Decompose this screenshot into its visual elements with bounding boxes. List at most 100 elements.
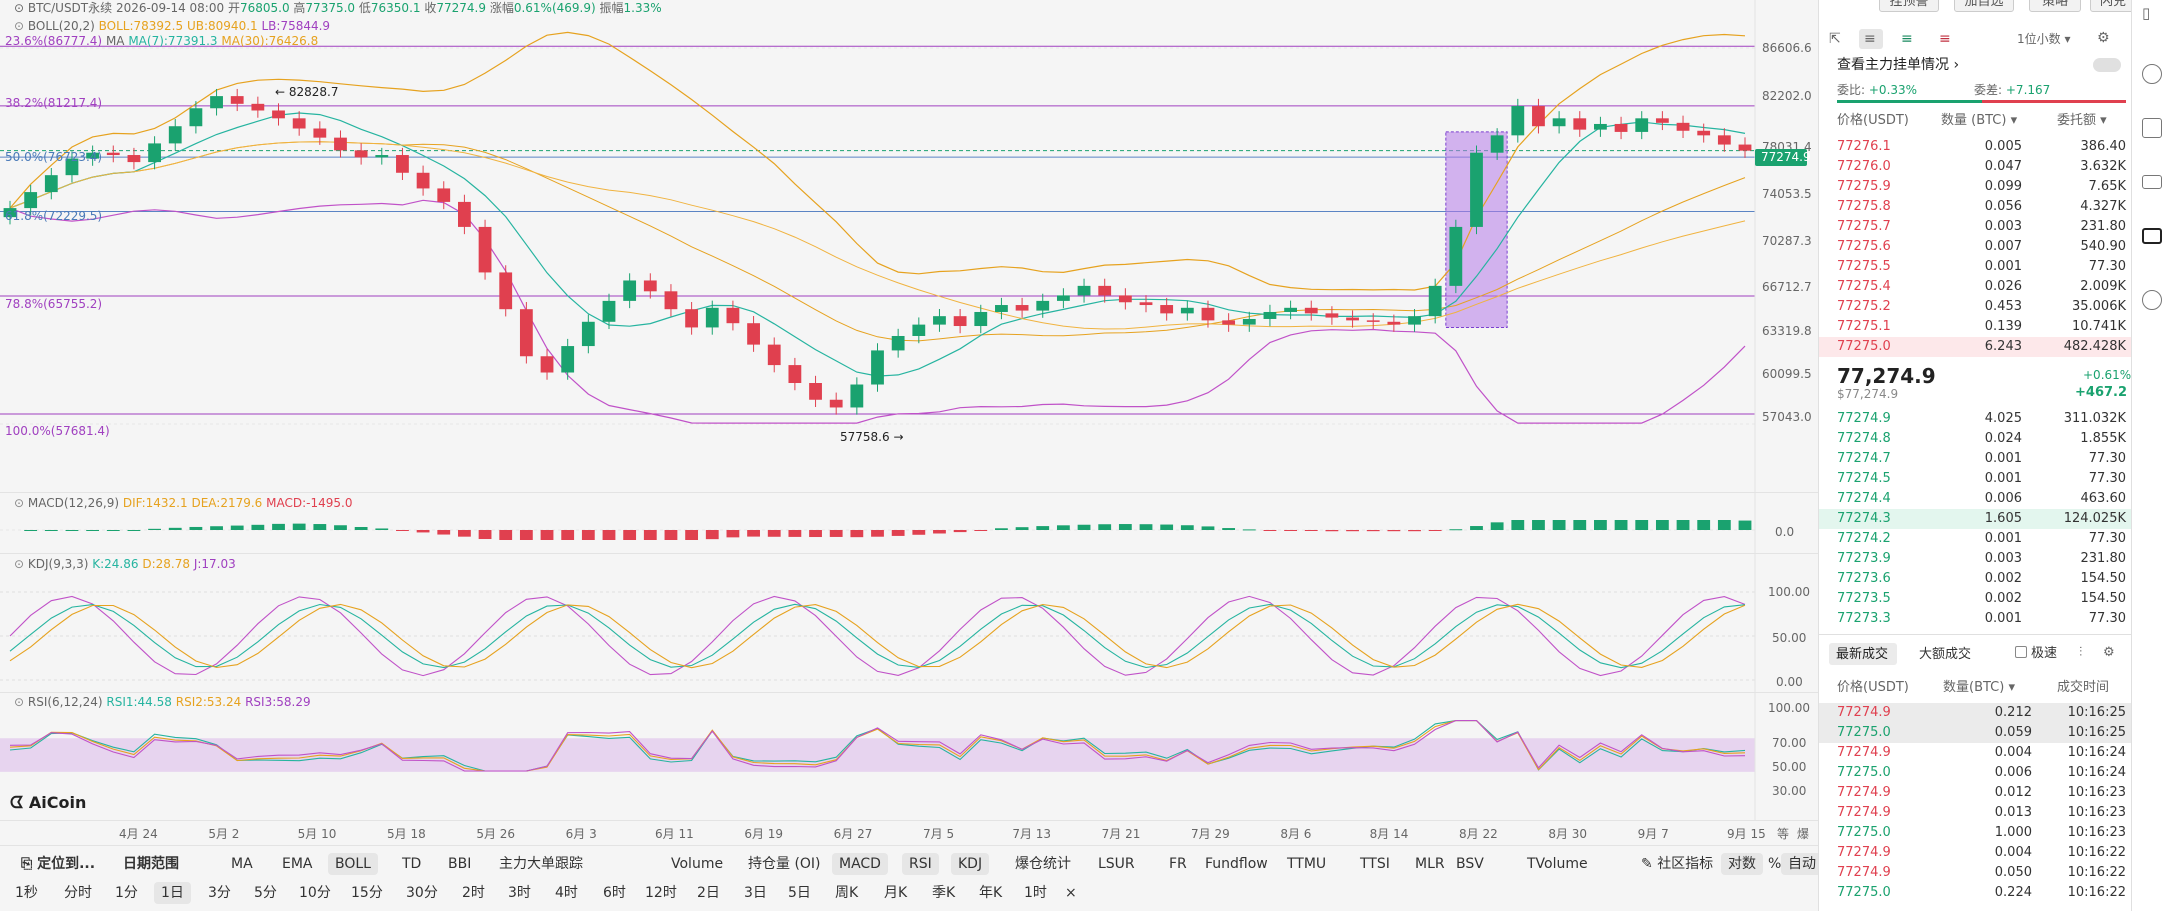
asks-row[interactable]: 77275.1 0.139 10.741K [1819, 317, 2132, 337]
interval-button[interactable]: 2日 [697, 885, 720, 901]
indicator-ma-button[interactable]: MA [231, 856, 253, 872]
big-trades-tab[interactable]: 大额成交 [1919, 647, 1972, 662]
interval-button[interactable]: 1时 [1024, 885, 1047, 901]
locate-button[interactable]: ⎘ 定位到... [14, 853, 102, 875]
indicator-kdj-button[interactable]: KDJ [951, 853, 990, 875]
both-sides-view-button[interactable]: ≡ [1859, 29, 1883, 49]
collapse-icon[interactable]: ⊙ [14, 1, 28, 15]
trades-settings-icon[interactable]: ⚙ [2103, 645, 2115, 660]
eye-icon[interactable]: ⊙ [14, 695, 28, 709]
interval-button[interactable]: 3日 [744, 885, 767, 901]
asks-row[interactable]: 77276.1 0.005 386.40 [1819, 137, 2132, 157]
bids-row[interactable]: 77274.3 1.605 124.025K [1819, 509, 2132, 529]
clock-icon[interactable] [2142, 64, 2162, 84]
indicator-volume-button[interactable]: Volume [671, 856, 724, 872]
interval-button[interactable]: 12时 [645, 885, 677, 901]
interval-button[interactable]: 4时 [555, 885, 578, 901]
interval-button[interactable]: 周K [835, 885, 859, 901]
date-range-button[interactable]: 日期范围 [123, 856, 179, 872]
asks-row[interactable]: 77276.0 0.047 3.632K [1819, 157, 2132, 177]
bids-row[interactable]: 77274.5 0.001 77.30 [1819, 469, 2132, 489]
fast-checkbox[interactable] [2015, 646, 2027, 658]
asks-row[interactable]: 77275.0 6.243 482.428K [1819, 337, 2132, 357]
bids-row[interactable]: 77274.7 0.001 77.30 [1819, 449, 2132, 469]
bids-row[interactable]: 77274.9 4.025 311.032K [1819, 409, 2132, 429]
eye-icon[interactable]: ⊙ [14, 19, 28, 33]
interval-button[interactable]: 月K [884, 885, 908, 901]
alert-button[interactable]: 挂预警 [1879, 0, 1939, 12]
community-indicators-button[interactable]: ✎ 社区指标 [1634, 853, 1720, 875]
indicator--oi--button[interactable]: 持仓量 (OI) [748, 856, 821, 872]
asks-view-button[interactable]: ≡ [1939, 31, 1951, 47]
asks-row[interactable]: 77275.8 0.056 4.327K [1819, 197, 2132, 217]
asks-row[interactable]: 77275.4 0.026 2.009K [1819, 277, 2132, 297]
axis-corner-b[interactable]: 爆 [1797, 827, 1810, 841]
bids-row[interactable]: 77274.8 0.024 1.855K [1819, 429, 2132, 449]
interval-button[interactable]: 30分 [406, 885, 438, 901]
indicator-ttmu-button[interactable]: TTMU [1287, 856, 1327, 872]
asks-row[interactable]: 77275.2 0.453 35.006K [1819, 297, 2132, 317]
interval-button[interactable]: 10分 [299, 885, 331, 901]
interval-button[interactable]: 3分 [208, 885, 231, 901]
strategy-button[interactable]: 策略 [2029, 0, 2081, 12]
indicator-macd-button[interactable]: MACD [832, 853, 888, 875]
main-orders-link[interactable]: 查看主力挂单情况 › [1837, 57, 1960, 73]
interval-button[interactable]: 季K [932, 885, 956, 901]
card-icon[interactable] [2142, 175, 2162, 189]
interval-button[interactable]: 分时 [64, 885, 92, 901]
main-orders-toggle[interactable] [2093, 58, 2121, 72]
indicator-bbi-button[interactable]: BBI [448, 856, 472, 872]
indicator-ema-button[interactable]: EMA [282, 856, 313, 872]
log-scale-button[interactable]: 对数 [1721, 853, 1763, 875]
panel-icon[interactable]: ▯ [2142, 4, 2151, 22]
close-interval-icon[interactable]: × [1065, 885, 1077, 901]
indicator-fundflow-button[interactable]: Fundflow [1205, 856, 1268, 872]
asks-row[interactable]: 77275.6 0.007 540.90 [1819, 237, 2132, 257]
col-qty-header[interactable]: 数量 (BTC) ▾ [1941, 113, 2018, 128]
bids-row[interactable]: 77273.3 0.001 77.30 [1819, 609, 2132, 629]
indicator-lsur-button[interactable]: LSUR [1098, 856, 1135, 872]
chart-icon[interactable] [2142, 118, 2162, 138]
col-total-header[interactable]: 委托额 ▾ [2057, 113, 2107, 128]
asks-row[interactable]: 77275.5 0.001 77.30 [1819, 257, 2132, 277]
watchlist-button[interactable]: 加自选 [1954, 0, 2014, 12]
indicator-mlr-button[interactable]: MLR [1415, 856, 1445, 872]
interval-button[interactable]: 年K [979, 885, 1003, 901]
bids-row[interactable]: 77273.5 0.002 154.50 [1819, 589, 2132, 609]
auto-scale-button[interactable]: 自动 [1781, 853, 1823, 875]
bids-row[interactable]: 77274.4 0.006 463.60 [1819, 489, 2132, 509]
chart-area[interactable]: ⊙ BTC/USDT永续 2026-09-14 08:00 开76805.0 高… [0, 0, 1823, 911]
indicator-fr-button[interactable]: FR [1169, 856, 1187, 872]
robot-icon[interactable] [2142, 228, 2162, 244]
interval-button[interactable]: 15分 [351, 885, 383, 901]
filter-icon[interactable]: ⫶ [2079, 645, 2083, 660]
indicator-ttsi-button[interactable]: TTSI [1360, 856, 1390, 872]
precision-select[interactable]: 1位小数 ▾ [2017, 32, 2071, 46]
exit-icon[interactable]: ⇱ [1829, 31, 1841, 47]
bids-row[interactable]: 77273.6 0.002 154.50 [1819, 569, 2132, 589]
interval-button[interactable]: 1秒 [15, 885, 38, 901]
interval-button[interactable]: 1日 [154, 882, 191, 904]
interval-button[interactable]: 3时 [508, 885, 531, 901]
interval-button[interactable]: 5日 [788, 885, 811, 901]
eye-icon[interactable]: ⊙ [14, 496, 28, 510]
trades-col-qty[interactable]: 数量(BTC) ▾ [1943, 680, 2015, 695]
indicator---button[interactable]: 爆仓统计 [1015, 856, 1071, 872]
percent-scale-button[interactable]: % [1768, 856, 1782, 872]
asks-row[interactable]: 77275.7 0.003 231.80 [1819, 217, 2132, 237]
eye-icon[interactable]: ⊙ [14, 557, 28, 571]
indicator-rsi-button[interactable]: RSI [902, 853, 939, 875]
bids-view-button[interactable]: ≡ [1901, 31, 1913, 47]
settings-icon[interactable]: ⚙ [2097, 30, 2110, 46]
interval-button[interactable]: 2时 [462, 885, 485, 901]
bids-row[interactable]: 77274.2 0.001 77.30 [1819, 529, 2132, 549]
indicator-boll-button[interactable]: BOLL [328, 853, 378, 875]
indicator-tvolume-button[interactable]: TVolume [1527, 856, 1588, 872]
indicator---button[interactable]: 主力大单跟踪 [499, 856, 583, 872]
interval-button[interactable]: 6时 [603, 885, 626, 901]
asks-row[interactable]: 77275.9 0.099 7.65K [1819, 177, 2132, 197]
swap-button[interactable]: 闪兑 [2090, 0, 2136, 12]
indicator-bsv-button[interactable]: BSV [1456, 856, 1484, 872]
bids-row[interactable]: 77273.9 0.003 231.80 [1819, 549, 2132, 569]
interval-button[interactable]: 1分 [115, 885, 138, 901]
